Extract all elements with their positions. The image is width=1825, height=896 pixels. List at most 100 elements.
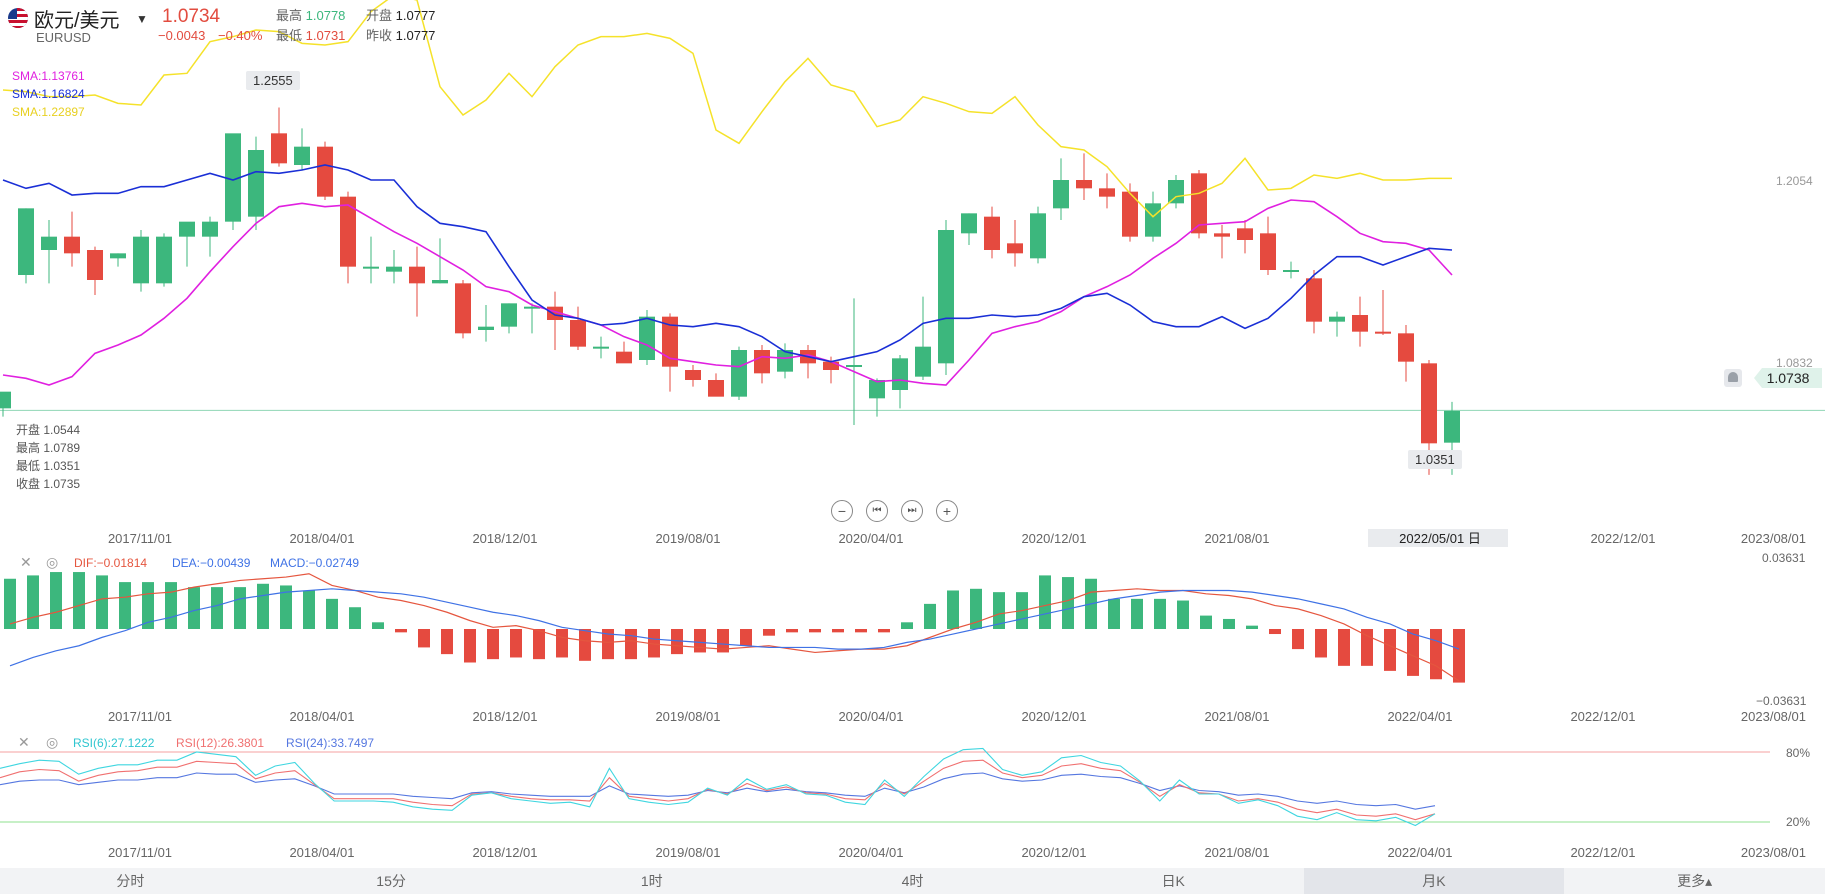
candle-body	[478, 326, 494, 330]
close-icon[interactable]: ✕	[20, 554, 32, 570]
candle-body	[823, 361, 839, 370]
candle-body	[570, 320, 586, 347]
prev-close-value: 1.0777	[395, 28, 436, 43]
candle-body	[363, 266, 379, 269]
candle-body	[294, 146, 310, 165]
rsi-x-axis-tick-label: 2022/12/01	[1570, 845, 1635, 860]
macd-histogram-bar	[855, 629, 867, 633]
candle-body	[1214, 233, 1230, 237]
low-value: 1.0731	[305, 28, 346, 43]
macd-histogram-bar	[165, 582, 177, 629]
macd-histogram-bar	[119, 582, 131, 629]
macd-histogram-bar	[1154, 598, 1166, 629]
candle-body	[1398, 333, 1414, 362]
x-axis-tick-label: 2017/11/01	[108, 531, 172, 546]
high-label: 最高	[276, 8, 303, 23]
macd-histogram-bar	[1131, 598, 1143, 629]
close-icon[interactable]: ✕	[18, 734, 30, 750]
macd-histogram-bar	[947, 590, 959, 629]
candle-body	[179, 221, 195, 237]
rsi6-line	[0, 747, 1436, 827]
macd-histogram-bar	[901, 622, 913, 629]
macd-histogram-bar	[1430, 629, 1442, 680]
candle-body	[1168, 180, 1184, 204]
candle-body	[1444, 410, 1460, 443]
tab-more[interactable]: 更多▴	[1677, 873, 1713, 889]
macd-histogram-bar	[1315, 629, 1327, 658]
candle-body	[386, 266, 402, 272]
price-axis-label: 1.0832	[1776, 356, 1813, 370]
macd-histogram-bar	[602, 629, 614, 660]
tab-1hour[interactable]: 1时	[640, 873, 663, 889]
macd-histogram-bar	[1177, 600, 1189, 629]
candle-body	[892, 358, 908, 390]
macd-histogram-bar	[349, 607, 361, 629]
rsi-x-axis-tick-label: 2021/08/01	[1204, 845, 1269, 860]
candle-body	[248, 150, 264, 217]
candle-body	[984, 216, 1000, 250]
scroll-end-button[interactable]: ⏭	[901, 500, 923, 522]
macd-x-axis-tick-label: 2020/04/01	[838, 709, 903, 724]
candle-body	[409, 266, 425, 284]
macd-histogram-bar	[1062, 577, 1074, 629]
tab-daily[interactable]: 日K	[1161, 873, 1185, 889]
scroll-start-button[interactable]: ⏮	[866, 500, 888, 522]
candle-body	[432, 280, 448, 284]
macd-histogram-bar	[326, 598, 338, 629]
sma-yellow-line	[2, 0, 1452, 218]
candle-body	[593, 346, 609, 349]
rsi24-label: RSI(24):33.7497	[286, 736, 375, 750]
tab-4hour[interactable]: 4时	[901, 873, 924, 889]
tab-15min[interactable]: 15分	[376, 873, 406, 889]
tab-monthly[interactable]: 月K	[1303, 868, 1565, 894]
macd-histogram-bar	[717, 629, 729, 653]
zoom-in-button[interactable]: +	[936, 500, 958, 522]
open-label: 开盘	[366, 8, 393, 23]
macd-histogram-bar	[648, 629, 660, 658]
macd-x-axis-tick-label: 2023/08/01	[1741, 709, 1806, 724]
candle-body	[202, 221, 218, 237]
rsi-x-axis-tick-label: 2017/11/01	[108, 845, 172, 860]
macd-axis-bottom: −0.03631	[1756, 694, 1807, 708]
macd-histogram-bar	[303, 590, 315, 629]
chevron-down-icon[interactable]: ▼	[136, 12, 148, 26]
zoom-out-button[interactable]: −	[831, 500, 853, 522]
tab-minute[interactable]: 分时	[116, 873, 145, 889]
macd-histogram-bar	[993, 592, 1005, 629]
price-axis-label: 1.2054	[1776, 174, 1813, 188]
settings-icon[interactable]: ◎	[46, 554, 59, 570]
instrument-title[interactable]: 欧元/美元	[34, 10, 120, 32]
x-axis-tick-label: 2020/12/01	[1021, 531, 1086, 546]
settings-icon[interactable]: ◎	[46, 734, 59, 750]
candle-body	[777, 350, 793, 372]
macd-histogram-bar	[763, 629, 775, 636]
macd-histogram-bar	[694, 629, 706, 653]
candle-body	[846, 365, 862, 367]
macd-x-axis-tick-label: 2022/04/01	[1387, 709, 1452, 724]
candle-body	[1191, 173, 1207, 234]
candle-body	[41, 236, 57, 250]
macd-histogram-bar	[878, 629, 890, 633]
candle-body	[639, 316, 655, 360]
current-price: 1.0734	[162, 6, 221, 27]
x-axis-tick-label: 2022/12/01	[1590, 531, 1655, 546]
macd-x-axis-tick-label: 2020/12/01	[1021, 709, 1086, 724]
macd-histogram-bar	[533, 629, 545, 660]
macd-histogram-bar	[1384, 629, 1396, 671]
candle-body	[225, 133, 241, 222]
candle-body	[731, 350, 747, 397]
timeframe-tabs: 分时 15分 1时 4时 日K 月K 更多▴	[0, 868, 1825, 894]
instrument-symbol: EURUSD	[36, 30, 91, 45]
candle-body	[685, 370, 701, 380]
candle-body	[938, 230, 954, 364]
macd-histogram-bar	[73, 572, 85, 629]
bell-icon[interactable]	[1724, 369, 1742, 387]
candle-body	[1007, 243, 1023, 254]
crosshair-date-bg	[1368, 529, 1508, 547]
candle-body	[1053, 180, 1069, 209]
macd-histogram-bar	[487, 629, 499, 660]
candle-body	[455, 283, 471, 334]
sma-blue-line	[2, 164, 1453, 363]
macd-histogram-bar	[257, 583, 269, 629]
